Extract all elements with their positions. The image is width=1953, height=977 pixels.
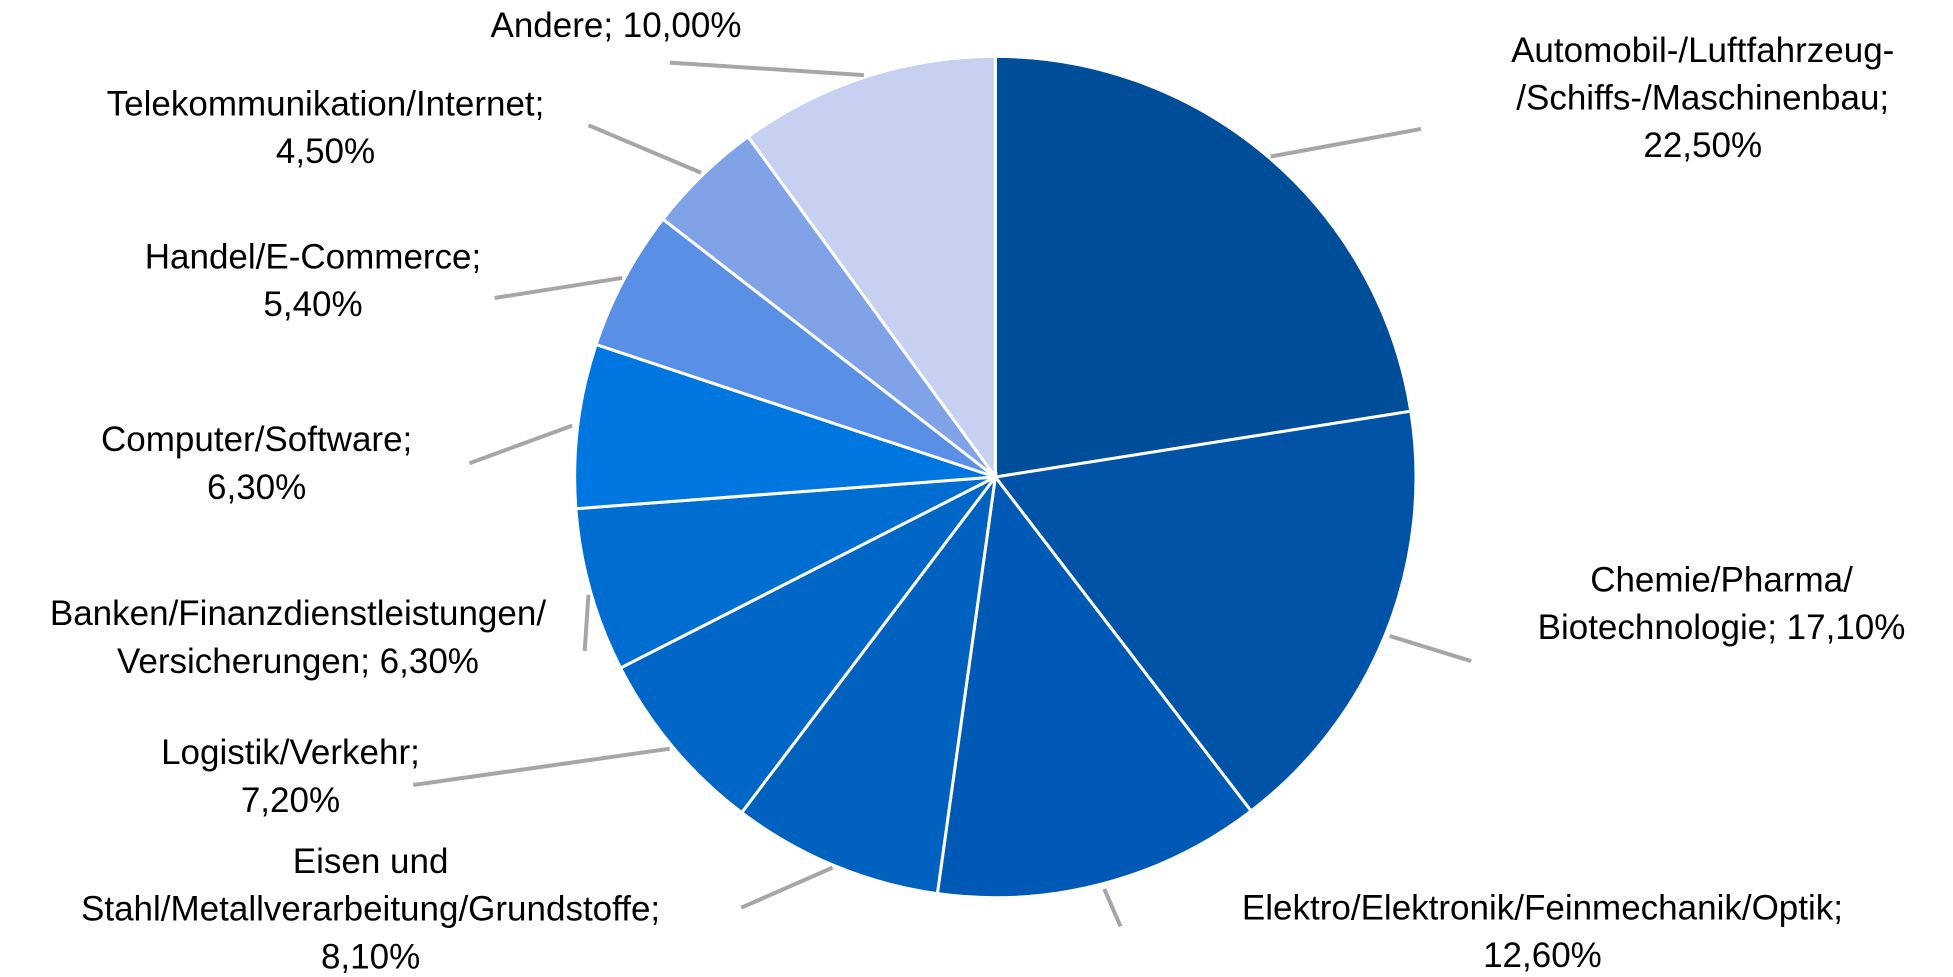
pie-slice bbox=[993, 54, 1413, 479]
data-label: Andere; 10,00% bbox=[490, 6, 741, 45]
pie-slice bbox=[992, 409, 1418, 814]
data-label: 12,60% bbox=[1483, 936, 1602, 975]
data-label: Biotechnologie; 17,10% bbox=[1538, 608, 1906, 647]
leader-line bbox=[468, 423, 573, 466]
leader-line bbox=[587, 123, 702, 175]
pie-slice bbox=[739, 471, 998, 896]
leader-line bbox=[1389, 634, 1472, 663]
data-label: Telekommunikation/Internet; bbox=[107, 85, 545, 124]
data-label: Logistik/Verkehr; bbox=[161, 733, 420, 772]
data-label: 22,50% bbox=[1643, 126, 1762, 165]
pie-slice bbox=[935, 473, 1254, 900]
data-label: Automobil-/Luftfahrzeug- bbox=[1511, 31, 1894, 70]
data-label: Computer/Software; bbox=[101, 420, 412, 459]
data-label: 4,50% bbox=[276, 132, 375, 171]
data-label: /Schiffs-/Maschinenbau; bbox=[1516, 78, 1889, 117]
leader-line bbox=[1270, 126, 1422, 159]
leader-line bbox=[412, 746, 671, 787]
leader-line bbox=[740, 865, 834, 910]
leader-line bbox=[1102, 888, 1123, 928]
pie-slice bbox=[573, 342, 996, 511]
leader-line bbox=[494, 275, 623, 300]
data-label: Banken/Finanzdienstleistungen/ bbox=[50, 594, 546, 633]
data-label: 5,40% bbox=[263, 285, 362, 324]
data-label: Chemie/Pharma/ bbox=[1590, 560, 1853, 599]
data-label: 8,10% bbox=[321, 937, 420, 976]
data-label: Stahl/Metallverarbeitung/Grundstoffe; bbox=[81, 890, 660, 929]
data-label: 6,30% bbox=[207, 468, 306, 507]
data-label: Versicherungen; 6,30% bbox=[117, 642, 479, 681]
pie-slice bbox=[618, 475, 997, 815]
pie-slice bbox=[574, 475, 997, 671]
pie-slice bbox=[594, 217, 997, 479]
data-label: Elektro/Elektronik/Feinmechanik/Optik; bbox=[1242, 888, 1843, 927]
data-label: Handel/E-Commerce; bbox=[145, 237, 482, 276]
data-label: 7,20% bbox=[241, 781, 340, 820]
data-label: Eisen und bbox=[293, 842, 449, 881]
leader-line bbox=[669, 60, 865, 78]
pie-slice bbox=[745, 54, 997, 482]
leader-line bbox=[582, 594, 591, 652]
